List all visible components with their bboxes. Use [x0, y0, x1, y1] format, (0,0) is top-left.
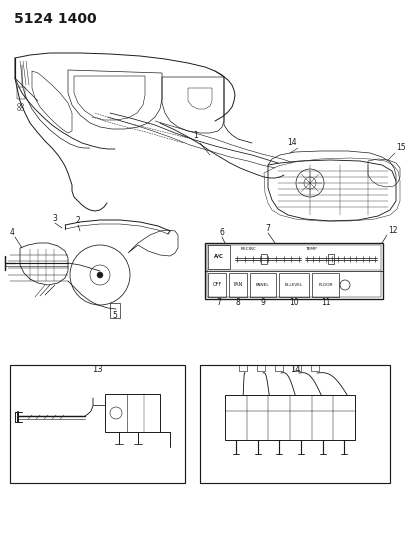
Text: 7: 7	[266, 224, 271, 233]
Text: 5: 5	[113, 311, 118, 320]
Text: A/C: A/C	[214, 254, 224, 259]
Text: BI-LEVEL: BI-LEVEL	[285, 283, 303, 287]
Bar	[105, 394, 160, 432]
Text: PANEL: PANEL	[256, 283, 270, 287]
Bar	[261, 254, 266, 263]
Text: 13: 13	[92, 365, 103, 374]
Text: 14: 14	[290, 365, 300, 374]
Text: FLOOR: FLOOR	[318, 283, 333, 287]
Bar	[225, 395, 355, 440]
Text: 7: 7	[217, 298, 222, 307]
Bar	[312, 273, 339, 297]
Text: 1: 1	[193, 131, 198, 140]
Bar	[17, 87, 25, 99]
Text: OFF: OFF	[213, 282, 222, 287]
Text: FAN: FAN	[233, 282, 243, 287]
Text: 8: 8	[236, 298, 240, 307]
Circle shape	[97, 272, 103, 278]
Text: 15: 15	[396, 143, 406, 152]
Text: TEMP: TEMP	[305, 247, 317, 251]
Bar	[208, 245, 230, 269]
Text: 10: 10	[289, 298, 299, 307]
Bar	[275, 365, 283, 371]
Text: 11: 11	[321, 298, 330, 307]
Bar	[250, 273, 276, 297]
Text: RECIRC: RECIRC	[241, 247, 257, 251]
Text: 4: 4	[9, 228, 14, 237]
Text: 3: 3	[53, 214, 58, 223]
Text: 9: 9	[261, 298, 266, 307]
Bar	[328, 254, 334, 263]
Bar	[205, 243, 383, 299]
Bar	[239, 365, 247, 371]
Bar	[10, 365, 185, 483]
Text: 14: 14	[287, 138, 297, 147]
Bar	[200, 365, 390, 483]
Bar	[207, 245, 381, 297]
Bar	[279, 273, 309, 297]
Bar	[229, 273, 247, 297]
Bar	[293, 365, 301, 371]
Bar	[208, 273, 226, 297]
Text: 12: 12	[388, 226, 397, 235]
Text: 5124 1400: 5124 1400	[14, 12, 97, 26]
Bar	[311, 365, 319, 371]
Text: 6: 6	[220, 228, 224, 237]
Text: 2: 2	[75, 216, 80, 225]
Bar	[257, 365, 265, 371]
